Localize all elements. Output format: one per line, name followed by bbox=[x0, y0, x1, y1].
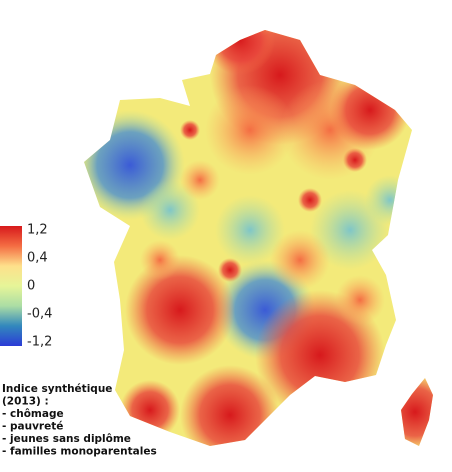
colorbar-tick-label: -0,4 bbox=[27, 307, 52, 322]
colorbar-tick-label: 1,2 bbox=[27, 223, 48, 238]
colorbar: 1,2 0,4 0 -0,4 -1,2 bbox=[0, 223, 52, 350]
colorbar-gradient bbox=[0, 226, 22, 346]
legend-title: (2013) : bbox=[2, 396, 49, 408]
legend-item: - chômage bbox=[2, 408, 64, 420]
colorbar-tick-label: -1,2 bbox=[27, 335, 52, 350]
colorbar-tick-label: 0,4 bbox=[27, 251, 48, 266]
legend: Indice synthétique(2013) :- chômage- pau… bbox=[2, 383, 157, 458]
legend-title: Indice synthétique bbox=[2, 383, 112, 395]
legend-item: - familles monoparentales bbox=[2, 446, 157, 458]
legend-item: - pauvreté bbox=[2, 421, 63, 433]
colorbar-tick-label: 0 bbox=[27, 279, 35, 294]
legend-item: - jeunes sans diplôme bbox=[2, 433, 131, 445]
